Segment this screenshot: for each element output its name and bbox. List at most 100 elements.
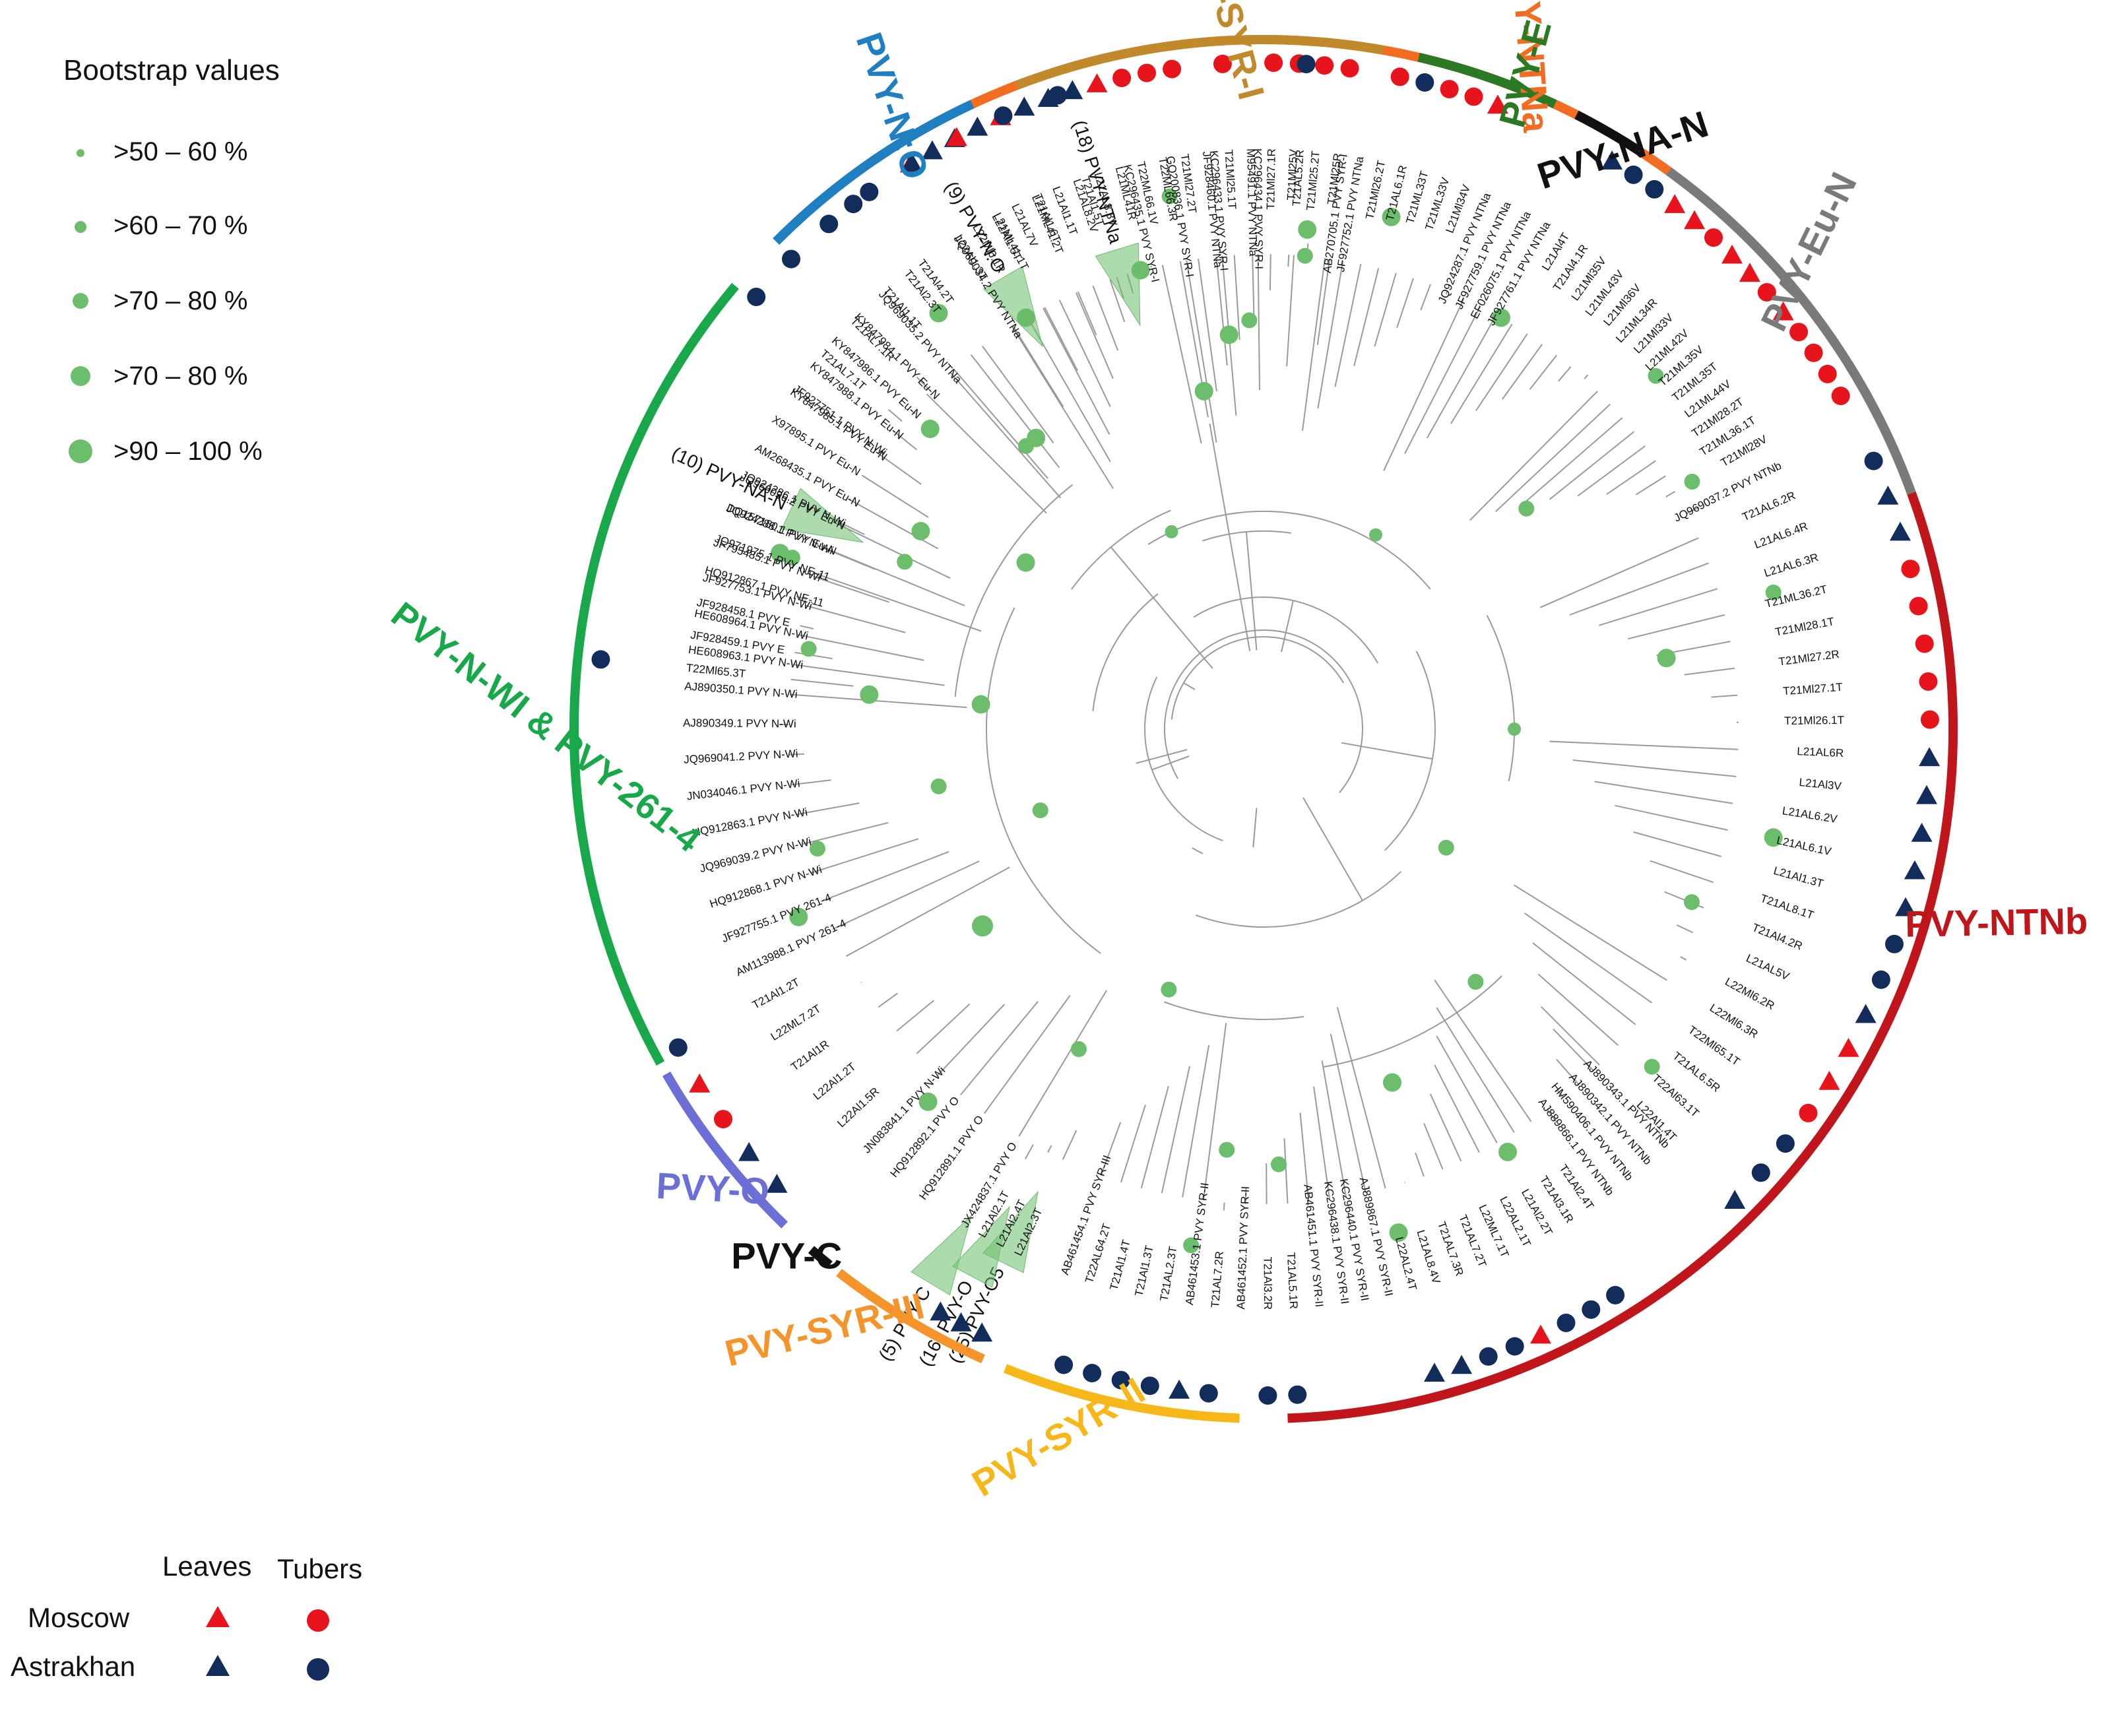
tree-branch (1594, 781, 1733, 804)
leaf-label: AB461451.1 PVY SYR-II (1301, 1184, 1326, 1308)
leaf-label: T21AL6.2R (1741, 489, 1797, 523)
legend-symbols (69, 149, 329, 1681)
moscow-leaf-marker (1721, 244, 1743, 264)
tree-branch (1202, 1023, 1227, 1201)
tree-branch (1209, 423, 1251, 651)
tree-branch (1495, 403, 1611, 513)
tree-branch (1075, 292, 1114, 379)
astrakhan-tuber-marker (1111, 1370, 1130, 1390)
bootstrap-dot (1498, 1142, 1517, 1161)
tree-branch (860, 981, 862, 983)
tree-branch (1415, 1152, 1425, 1177)
bootstrap-dot (1071, 1041, 1087, 1057)
tree-branch (1684, 667, 1735, 676)
tree-branch (1136, 749, 1188, 764)
tree-arc (986, 607, 1101, 954)
leaf-label: AB461454.1 PVY SYR-III (1058, 1153, 1113, 1276)
leaf-label: M95491.1 PVY NTNa (1244, 148, 1260, 257)
group-arc (1574, 110, 1642, 155)
tree-branch (861, 474, 929, 518)
moscow-tuber-marker (1804, 343, 1823, 362)
group-label: PVY-O (655, 1165, 770, 1212)
astrakhan-tuber-marker (1288, 1385, 1307, 1404)
leaf-label: T21Al1.2T (750, 976, 802, 1012)
astrakhan-tuber-marker (782, 249, 800, 269)
tree-arc (1164, 1001, 1304, 1020)
tree-branch (1317, 260, 1344, 409)
leaf-label: T21Al4.2R (1751, 921, 1805, 953)
astrakhan-leaf-marker (738, 1141, 760, 1161)
tree-arc (1192, 847, 1204, 854)
group-label: PVY-NTNb (1905, 900, 2088, 945)
bootstrap-dot (809, 841, 825, 857)
tree-branch (791, 779, 831, 786)
bootstrap-legend-dot (77, 149, 84, 157)
astrakhan-tuber-marker (1606, 1285, 1625, 1304)
tree-branch (1302, 257, 1326, 431)
tree-branch (916, 376, 931, 391)
tree-branch (792, 664, 945, 686)
tree-branch (1269, 254, 1271, 291)
tree-branch (1299, 1112, 1310, 1202)
astrakhan-tuber-marker (1871, 970, 1890, 989)
leaf-label: JN083841.1 PVY N-Wi (860, 1064, 948, 1156)
moscow-tuber-marker (1818, 364, 1837, 383)
group-arc (1003, 1364, 1240, 1423)
moscow-tuber-marker (1831, 387, 1850, 405)
tree-branch (1445, 290, 1448, 295)
bootstrap-dot (1194, 381, 1213, 401)
group-label: PVY-N:O (849, 27, 938, 184)
tree-branch (926, 393, 1047, 514)
leaf-label: T21Ml26.1T (1784, 714, 1844, 727)
bootstrap-dot (1648, 368, 1664, 384)
tree-branch (1558, 366, 1572, 382)
astrakhan-tuber-marker (860, 182, 879, 201)
moscow-tuber-marker (1138, 63, 1156, 82)
tree-branch (896, 1000, 935, 1032)
astrakhan-leaf-marker (1855, 1004, 1877, 1023)
astrakhan-tuber-marker (1415, 73, 1434, 92)
astrakhan-leaf-marker (967, 116, 988, 136)
bootstrap-legend-item: >70 – 80 % (113, 286, 248, 315)
tree-branch (1252, 254, 1255, 315)
tree-branch (1450, 323, 1513, 424)
bootstrap-dot (1241, 312, 1258, 329)
bootstrap-dot (1684, 474, 1700, 490)
astrakhan-leaf-marker (1904, 860, 1925, 880)
leaf-label: AJ890350.1 PVY N-Wi (684, 680, 798, 701)
astrakhan-leaf-marker (1911, 823, 1933, 842)
tree-branch (1676, 924, 1694, 934)
moscow-tuber-marker (1213, 54, 1232, 73)
moscow-leaf-marker (1684, 210, 1706, 230)
leaf-label: L21AL5V (1744, 951, 1791, 982)
bootstrap-dot (1165, 525, 1178, 538)
moscow-tuber-marker (1163, 59, 1182, 79)
astrakhan-tuber-marker (1582, 1300, 1601, 1319)
astrakhan-leaf-marker (901, 152, 922, 172)
astrakhan-tuber-marker (1297, 55, 1316, 74)
bootstrap-dot (897, 554, 913, 570)
tree-branch (1182, 1045, 1210, 1198)
bootstrap-legend-item: >90 – 100 % (113, 437, 263, 466)
tree-branch (1436, 1035, 1498, 1143)
tree-branch (1186, 260, 1217, 443)
tree-branch (1522, 417, 1623, 505)
tree-branch (982, 346, 1054, 443)
tree-branch (911, 410, 916, 415)
moscow-tuber-marker (1340, 59, 1359, 78)
tree-arc (1384, 651, 1436, 851)
leaf-label: L22Ml6.2R (1723, 975, 1776, 1012)
moscow-legend-label: Moscow (28, 1602, 130, 1633)
astrakhan-leaf-marker (1013, 96, 1035, 116)
moscow-tuber-marker (1464, 87, 1483, 106)
tree-branch (1606, 460, 1656, 496)
tree-branch (1341, 742, 1433, 760)
bootstrap-dot (1032, 802, 1048, 819)
leaf-label: JQ969039.2 PVY N-Wi (699, 835, 813, 875)
tree-branch (1423, 1123, 1444, 1170)
leaf-label: T22AL64.2T (1083, 1222, 1113, 1285)
astrakhan-tuber-marker (819, 214, 839, 234)
leaf-label: L21AL6.3R (1762, 551, 1820, 579)
moscow-tuber-marker (714, 1110, 732, 1129)
tree-arc (1486, 615, 1516, 782)
